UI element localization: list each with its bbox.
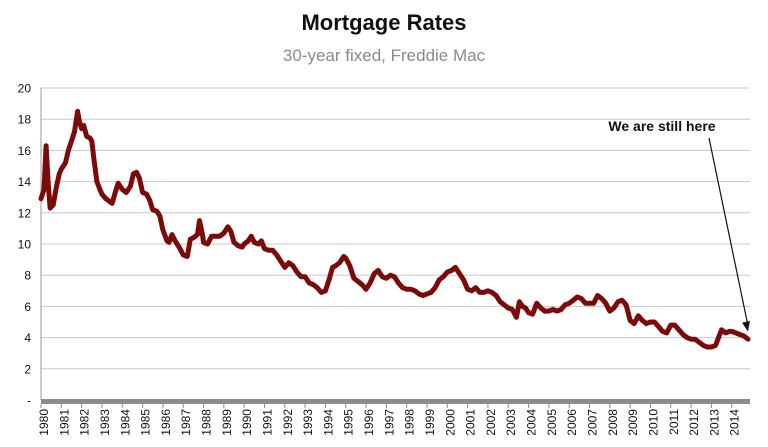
y-tick-label: 20 bbox=[18, 82, 32, 96]
series-layer bbox=[38, 108, 751, 350]
x-tick-label: 1995 bbox=[342, 409, 356, 436]
x-tick-label: 1999 bbox=[423, 409, 437, 436]
x-tick-label: 2014 bbox=[728, 409, 742, 436]
x-tick-label: 1991 bbox=[260, 409, 274, 436]
x-tick-label: 1998 bbox=[403, 409, 417, 436]
y-tick-label: 4 bbox=[24, 331, 31, 345]
x-tick-label: 1997 bbox=[382, 409, 396, 436]
x-tick-label: 1993 bbox=[301, 409, 315, 436]
x-tick-label: 1982 bbox=[78, 409, 92, 436]
x-tick-label: 1990 bbox=[240, 409, 254, 436]
annotation: We are still here bbox=[608, 118, 750, 332]
x-tick-label: 2002 bbox=[484, 409, 498, 436]
y-tick-label: 10 bbox=[18, 238, 32, 252]
annotation-arrowhead bbox=[742, 321, 750, 332]
y-tick-label: 16 bbox=[18, 144, 32, 158]
x-tick-label: 2000 bbox=[443, 409, 457, 436]
chart-title: Mortgage Rates bbox=[301, 10, 467, 35]
x-axis-line bbox=[41, 399, 750, 404]
x-tick-label: 1980 bbox=[37, 409, 51, 436]
x-tick-label: 1984 bbox=[118, 409, 132, 436]
x-tick-label: 1994 bbox=[321, 409, 335, 436]
x-tick-label: 2005 bbox=[545, 409, 559, 436]
x-tick-label: 1985 bbox=[139, 409, 153, 436]
x-tick-label: 1987 bbox=[179, 409, 193, 436]
x-tick-label: 2012 bbox=[687, 409, 701, 436]
y-tick-label: 8 bbox=[24, 269, 31, 283]
x-tick-label: 1981 bbox=[57, 409, 71, 436]
x-tick-label: 1988 bbox=[200, 409, 214, 436]
x-tick-label: 2011 bbox=[667, 409, 681, 435]
annotation-arrow bbox=[708, 137, 749, 326]
x-tick-label: 2008 bbox=[606, 409, 620, 436]
y-tick-label: 18 bbox=[18, 113, 32, 127]
x-tick-label: 2004 bbox=[525, 409, 539, 436]
x-tick-label: 2009 bbox=[626, 409, 640, 436]
y-tick-label: - bbox=[27, 394, 31, 408]
x-tick-label: 2010 bbox=[646, 409, 660, 436]
y-tick-label: 12 bbox=[18, 206, 32, 220]
x-tick-label: 1983 bbox=[98, 409, 112, 436]
x-tick-label: 2007 bbox=[586, 409, 600, 436]
y-tick-label: 14 bbox=[18, 175, 32, 189]
x-tick-label: 1992 bbox=[281, 409, 295, 436]
x-tick-label: 1996 bbox=[362, 409, 376, 436]
x-tick-label: 2013 bbox=[707, 409, 721, 436]
x-tick-label: 2006 bbox=[565, 409, 579, 436]
y-tick-label: 2 bbox=[24, 362, 31, 376]
x-axis: 1980 1981 1982 1983 1984 1985 1986 1987 1988 1989… bbox=[37, 399, 750, 436]
x-tick-label: 1989 bbox=[220, 409, 234, 436]
series-line bbox=[38, 108, 751, 350]
y-axis-ticks: - 2 4 6 8 10 12 14 16 18 20 bbox=[18, 82, 42, 408]
annotation-text: We are still here bbox=[608, 118, 715, 134]
x-tick-label: 1986 bbox=[159, 409, 173, 436]
chart-subtitle: 30-year fixed, Freddie Mac bbox=[282, 46, 486, 65]
y-tick-label: 6 bbox=[24, 300, 31, 314]
x-tick-label: 2003 bbox=[504, 409, 518, 436]
x-tick-label: 2001 bbox=[464, 409, 478, 436]
